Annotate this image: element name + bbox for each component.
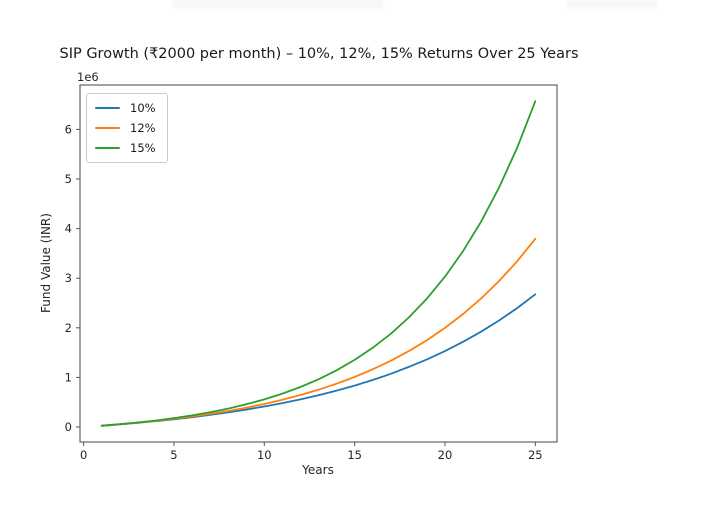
x-tick-label: 15 xyxy=(347,448,362,462)
legend-item-10pct: 10% xyxy=(95,100,156,116)
x-axis-label: Years xyxy=(302,463,334,477)
blurred-header-artifact-left xyxy=(172,0,384,9)
legend-item-12pct: 12% xyxy=(95,120,156,136)
y-axis-label: Fund Value (INR) xyxy=(39,213,53,313)
series-line-12pct xyxy=(100,237,537,427)
x-tick-label: 10 xyxy=(257,448,272,462)
y-tick-label: 6 xyxy=(65,122,72,136)
legend-label: 12% xyxy=(130,121,156,135)
series-line-15pct xyxy=(100,100,537,427)
legend-line-swatch xyxy=(95,106,120,110)
x-tick-label: 0 xyxy=(80,448,87,462)
x-tick-label: 25 xyxy=(528,448,543,462)
blurred-header-artifact-right xyxy=(566,0,658,8)
y-tick-label: 5 xyxy=(65,172,72,186)
legend-line-swatch xyxy=(95,126,120,130)
y-tick-label: 1 xyxy=(65,370,72,384)
x-tick-label: 20 xyxy=(438,448,453,462)
chart-title: SIP Growth (₹2000 per month) – 10%, 12%,… xyxy=(59,46,579,62)
y-axis-offset-text: 1e6 xyxy=(77,70,99,84)
legend-line-swatch xyxy=(95,146,120,150)
series-line-10pct xyxy=(100,293,537,427)
y-tick-label: 2 xyxy=(65,321,72,335)
x-tick-label: 5 xyxy=(170,448,177,462)
y-tick-label: 4 xyxy=(65,222,72,236)
axes-border xyxy=(79,84,558,443)
legend-label: 10% xyxy=(130,101,156,115)
legend-item-15pct: 15% xyxy=(95,140,156,156)
y-tick-label: 0 xyxy=(65,420,72,434)
legend-label: 15% xyxy=(130,141,156,155)
legend: 10% 12% 15% xyxy=(86,93,168,163)
y-tick-label: 3 xyxy=(65,271,72,285)
